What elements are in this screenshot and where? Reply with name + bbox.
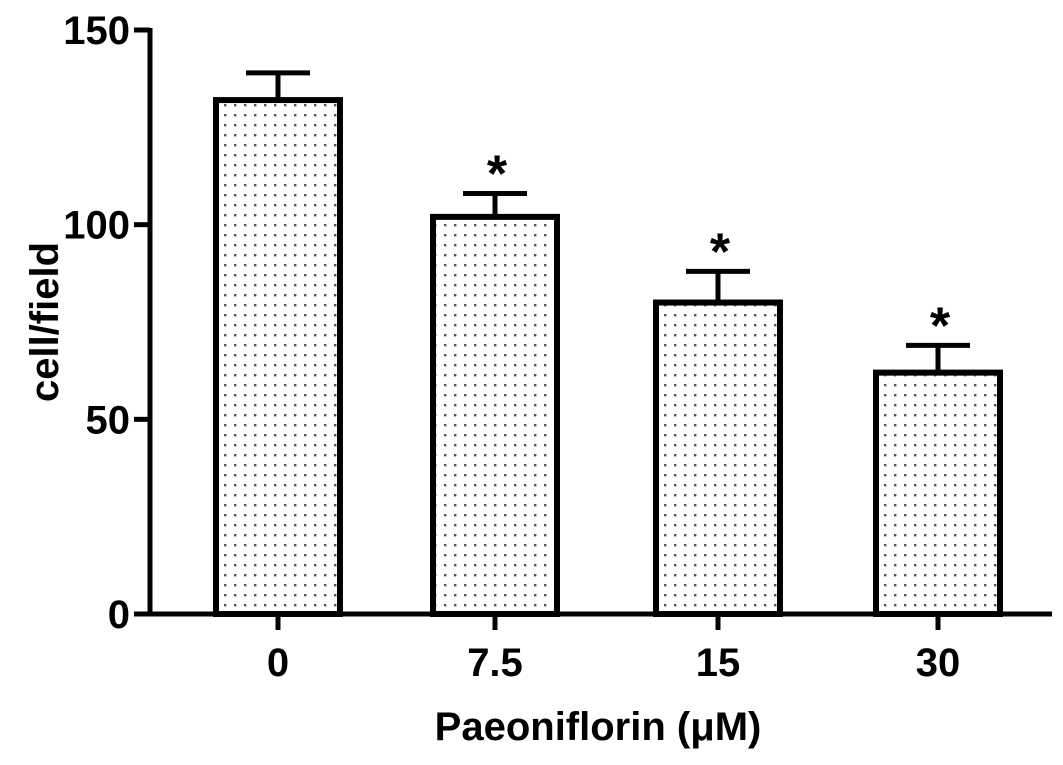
- significance-marker: *: [930, 297, 951, 355]
- bar: [653, 299, 783, 617]
- significance-marker: *: [487, 146, 508, 204]
- bar: [873, 369, 1003, 618]
- y-tick-label: 50: [86, 398, 131, 442]
- significance-marker: *: [710, 223, 731, 281]
- x-tick-label: 30: [916, 641, 961, 685]
- x-tick-label: 7.5: [467, 641, 523, 685]
- x-tick-label: 15: [696, 641, 741, 685]
- y-axis-title: cell/field: [23, 242, 67, 402]
- bar: [430, 213, 560, 617]
- y-tick-label: 0: [108, 593, 130, 637]
- labels: Paeoniflorin (μM) cell/field: [23, 242, 761, 749]
- x-axis-title: Paeoniflorin (μM): [435, 705, 762, 749]
- bars: * * *: [213, 70, 1003, 618]
- y-tick-label: 150: [63, 9, 130, 53]
- x-tick-label: 0: [267, 641, 289, 685]
- y-tick-label: 100: [63, 204, 130, 248]
- bar: [213, 97, 343, 617]
